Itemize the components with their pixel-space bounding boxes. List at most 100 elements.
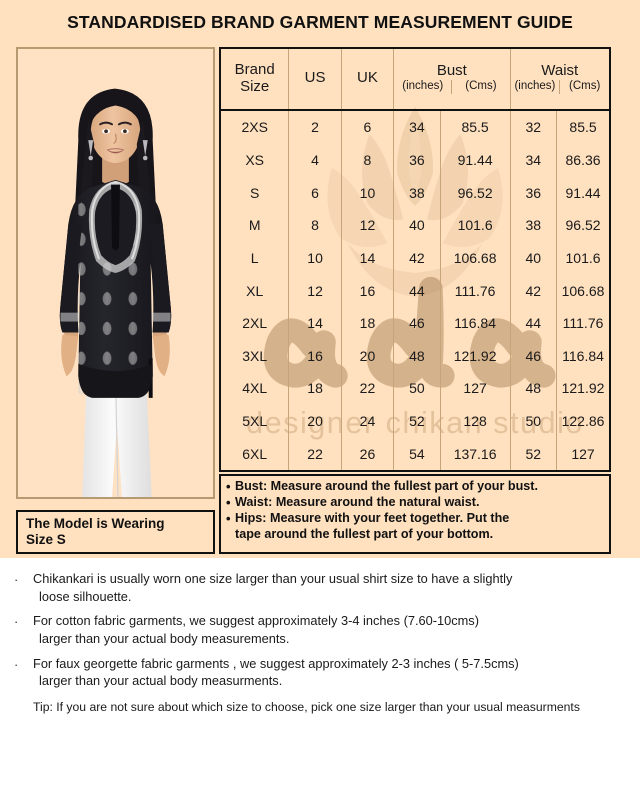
cell-size: L — [250, 249, 259, 266]
bust-cms-label: (Cms) — [451, 80, 509, 94]
sizing-note-line-1: For cotton fabric garments, we suggest a… — [33, 613, 479, 629]
waist-cms-label: (Cms) — [559, 80, 609, 94]
model-caption-line-2: Size S — [26, 532, 66, 548]
cell-waist_cm: 85.5 — [556, 110, 609, 144]
cell-bust_in: 46 — [393, 306, 441, 340]
cell-bust_in: 36 — [393, 143, 441, 177]
cell-us: 2 — [288, 110, 342, 144]
cell-bust_cm: 137.16 — [439, 437, 511, 470]
cell-size: 4XL — [242, 380, 268, 397]
sizing-note-body: For faux georgette fabric garments , we … — [33, 655, 626, 690]
cell-us: 10 — [288, 241, 342, 275]
cell-uk: 26 — [340, 437, 394, 470]
measurement-instruction-text-continued: tape around the fullest part of your bot… — [235, 526, 494, 541]
col-header-bust: Bust (inches) (Cms) — [393, 49, 511, 111]
table-row: 2XS 2 6 34 85.5 32 85.5 — [221, 110, 609, 144]
table-row: M 8 12 40 101.6 38 96.52 — [221, 208, 609, 242]
measurement-instruction-item: • Hips: Measure with your feet together. … — [226, 511, 605, 527]
cell-bust_cm: 116.84 — [439, 306, 511, 340]
model-photo-frame — [16, 47, 215, 499]
sizing-note-item: · For faux georgette fabric garments , we… — [14, 655, 626, 690]
cell-size: XS — [245, 152, 265, 169]
sizing-note-line-2: loose silhouette. — [39, 588, 132, 604]
cell-us: 12 — [288, 274, 342, 307]
cell-us: 6 — [288, 176, 342, 209]
cell-size: 2XL — [242, 315, 268, 332]
sizing-note-body: For cotton fabric garments, we suggest a… — [33, 612, 626, 647]
cell-waist_in: 36 — [509, 176, 557, 209]
table-row: S 6 10 38 96.52 36 91.44 — [221, 176, 609, 209]
col-header-brand-size: Brand Size — [221, 49, 289, 111]
table-row: L 10 14 42 106.68 40 101.6 — [221, 241, 609, 275]
waist-group-label: Waist — [541, 62, 579, 80]
cell-bust_cm: 101.6 — [439, 208, 511, 242]
measurement-instruction-text: Waist: Measure around the natural waist. — [235, 494, 480, 509]
cell-bust_in: 34 — [393, 110, 441, 144]
sizing-notes-list: · Chikankari is usually worn one size lar… — [14, 570, 626, 697]
bust-inches-label: (inches) — [402, 80, 444, 93]
cell-us: 4 — [288, 143, 342, 177]
model-size-caption: The Model is Wearing Size S — [16, 510, 215, 554]
page-title: STANDARDISED BRAND GARMENT MEASUREMENT G… — [67, 12, 573, 32]
table-body: 2XS 2 6 34 85.5 32 85.5 XS 4 8 36 91.44 34 86.36 S 6 10 3… — [221, 110, 609, 470]
cell-bust_in: 42 — [393, 241, 441, 275]
cell-us: 16 — [288, 339, 342, 373]
cell-waist_cm: 91.44 — [556, 176, 609, 209]
cell-bust_in: 52 — [393, 404, 441, 438]
model-caption-line-1: The Model is Wearing — [26, 516, 165, 531]
bust-group-label: Bust — [436, 62, 467, 80]
model-photo — [18, 49, 213, 497]
col-header-us: US — [288, 49, 342, 111]
table-row: 5XL 20 24 52 128 50 122.86 — [221, 404, 609, 438]
cell-waist_cm: 121.92 — [556, 372, 609, 405]
cell-bust_cm: 121.92 — [439, 339, 511, 373]
cell-waist_in: 50 — [509, 404, 557, 438]
table-row: XL 12 16 44 111.76 42 106.68 — [221, 274, 609, 307]
sizing-note-line-1: Chikankari is usually worn one size larg… — [33, 571, 513, 586]
col-header-waist: Waist (inches) (Cms) — [509, 49, 609, 111]
cell-size: 2XS — [241, 119, 268, 136]
cell-waist_cm: 127 — [556, 437, 609, 470]
cell-us: 22 — [288, 437, 342, 470]
cell-us: 18 — [288, 372, 342, 405]
brand-size-label-2: Size — [240, 78, 270, 95]
cell-waist_in: 44 — [509, 306, 557, 340]
cell-us: 8 — [288, 208, 342, 242]
cell-size: 3XL — [242, 347, 268, 364]
cell-bust_in: 48 — [393, 339, 441, 373]
cell-waist_cm: 86.36 — [556, 143, 609, 177]
measurement-instruction-item: • Bust: Measure around the fullest part o… — [226, 479, 605, 495]
cell-size: M — [248, 217, 261, 234]
cell-bust_cm: 111.76 — [439, 274, 511, 307]
cell-waist_cm: 116.84 — [556, 339, 609, 373]
sizing-note-line-2: larger than your actual body measurement… — [39, 630, 290, 646]
sizing-note-body: Chikankari is usually worn one size larg… — [33, 570, 626, 605]
brand-size-label-1: Brand — [234, 60, 275, 78]
cell-uk: 14 — [340, 241, 394, 275]
table-row: 2XL 14 18 46 116.84 44 111.76 — [221, 306, 609, 340]
cell-waist_in: 52 — [509, 437, 557, 470]
cell-bust_in: 54 — [393, 437, 441, 470]
cell-bust_in: 44 — [393, 274, 441, 307]
cell-bust_in: 50 — [393, 372, 441, 405]
cell-uk: 12 — [340, 208, 394, 242]
cell-size: 6XL — [242, 445, 268, 462]
cell-waist_cm: 101.6 — [556, 241, 609, 275]
cell-waist_cm: 122.86 — [556, 404, 609, 438]
cell-uk: 20 — [340, 339, 394, 373]
bullet-icon: • — [226, 479, 231, 494]
sizing-note-item: · For cotton fabric garments, we suggest … — [14, 612, 626, 647]
sizing-note-line-1: For faux georgette fabric garments , we … — [33, 655, 519, 671]
sizing-note-item: · Chikankari is usually worn one size lar… — [14, 570, 626, 605]
model-illustration — [18, 49, 213, 497]
cell-waist_in: 38 — [509, 208, 557, 242]
cell-waist_in: 32 — [509, 110, 557, 144]
waist-inches-label: (inches) — [514, 80, 556, 93]
cell-us: 14 — [288, 306, 342, 340]
cell-bust_in: 38 — [393, 176, 441, 209]
cell-bust_cm: 127 — [439, 372, 511, 405]
cell-size: XL — [246, 282, 264, 299]
cell-waist_in: 40 — [509, 241, 557, 275]
size-chart-table: Brand Size US UK Bust (inches) (Cms) — [221, 49, 609, 470]
